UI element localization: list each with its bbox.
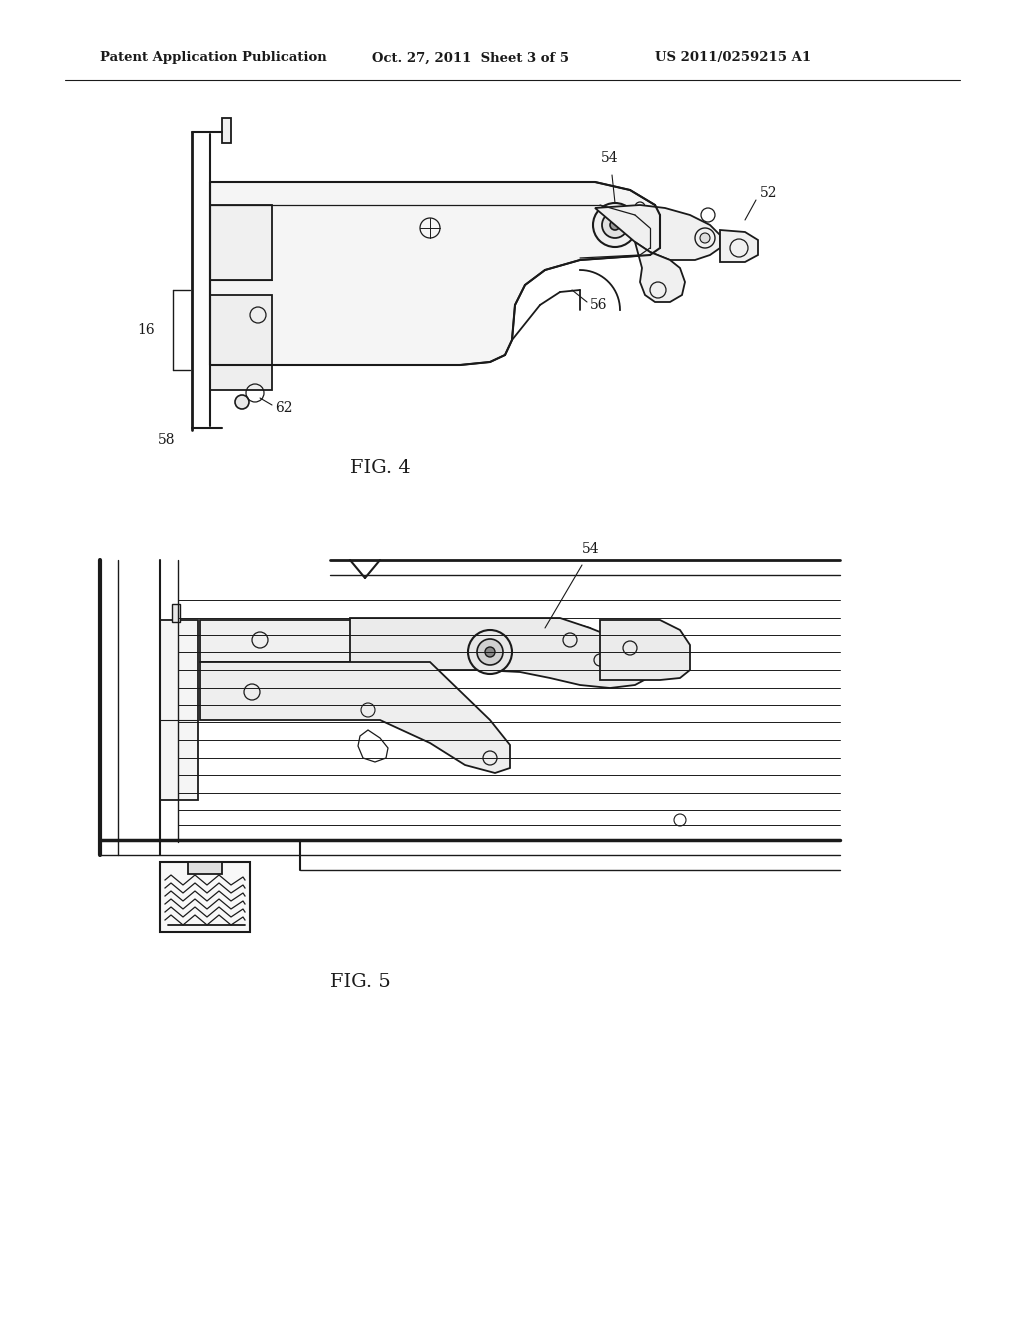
Bar [188, 862, 222, 874]
Bar [210, 294, 272, 389]
Bar [160, 620, 198, 800]
Polygon shape [720, 230, 758, 261]
Polygon shape [595, 205, 720, 260]
Polygon shape [350, 618, 650, 688]
Text: Patent Application Publication: Patent Application Publication [100, 51, 327, 65]
Text: 58: 58 [158, 433, 175, 447]
Bar [210, 205, 272, 280]
Circle shape [593, 203, 637, 247]
Text: 54: 54 [582, 543, 600, 556]
Text: FIG. 4: FIG. 4 [349, 459, 411, 477]
Text: FIG. 5: FIG. 5 [330, 973, 390, 991]
Circle shape [234, 395, 249, 409]
Text: 56: 56 [590, 298, 607, 312]
Circle shape [468, 630, 512, 675]
Circle shape [610, 220, 620, 230]
Text: 54: 54 [601, 150, 618, 165]
Circle shape [485, 647, 495, 657]
Text: 52: 52 [760, 186, 777, 201]
Polygon shape [210, 182, 660, 366]
Polygon shape [600, 620, 690, 680]
Polygon shape [635, 242, 685, 302]
Polygon shape [200, 620, 600, 663]
Text: 62: 62 [275, 401, 293, 414]
Text: Oct. 27, 2011  Sheet 3 of 5: Oct. 27, 2011 Sheet 3 of 5 [372, 51, 569, 65]
Text: US 2011/0259215 A1: US 2011/0259215 A1 [655, 51, 811, 65]
Polygon shape [200, 663, 510, 774]
Bar [222, 117, 231, 143]
Bar [172, 605, 180, 622]
Circle shape [477, 639, 503, 665]
Bar [160, 862, 250, 932]
Circle shape [602, 213, 628, 238]
Circle shape [700, 234, 710, 243]
Text: 16: 16 [137, 323, 155, 337]
